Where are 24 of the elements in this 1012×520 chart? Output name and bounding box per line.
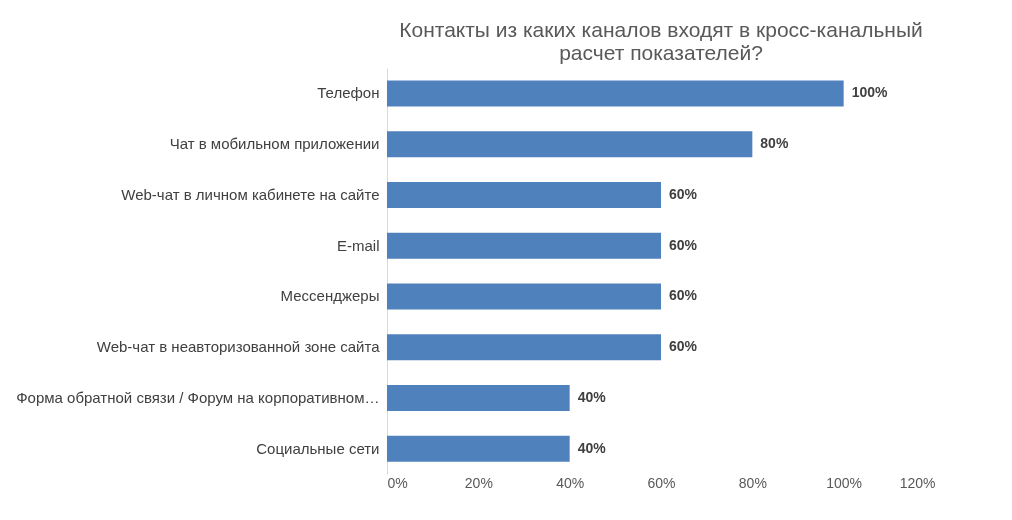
data-label: 60%: [669, 185, 698, 202]
y-tick-label: Web-чат в неавторизованной зоне сайта: [96, 338, 381, 356]
x-tick-label: 120%: [899, 474, 936, 491]
chart-title: Контакты из каких каналов входят в кросс-канальный расчет показателей?: [399, 18, 923, 64]
x-tick-label: 80%: [738, 474, 767, 491]
y-tick-label: Мессенджеры: [280, 287, 380, 305]
data-label: 40%: [577, 388, 607, 405]
y-tick-label: Web-чат в личном кабинете на сайте: [121, 185, 380, 203]
x-tick-label: 0%: [387, 474, 408, 491]
data-label: 40%: [577, 439, 607, 456]
x-tick-label: 40%: [556, 474, 585, 491]
x-tick-label: 20%: [464, 474, 493, 491]
x-tick-label: 100%: [826, 474, 863, 491]
y-tick-label: E-mail: [336, 236, 380, 254]
data-label: 100%: [851, 84, 889, 101]
y-tick-label: Чат в мобильном приложении: [169, 135, 380, 153]
x-tick-label: 60%: [647, 474, 676, 491]
data-label: 80%: [760, 135, 789, 152]
y-tick-label: Телефон: [317, 84, 380, 102]
data-label: 60%: [669, 338, 698, 355]
data-label: 60%: [669, 236, 698, 253]
data-label: 60%: [669, 287, 698, 304]
y-tick-label: Форма обратной связи / Форум на корпоративном…: [16, 388, 380, 406]
y-tick-label: Социальные сети: [256, 439, 380, 457]
